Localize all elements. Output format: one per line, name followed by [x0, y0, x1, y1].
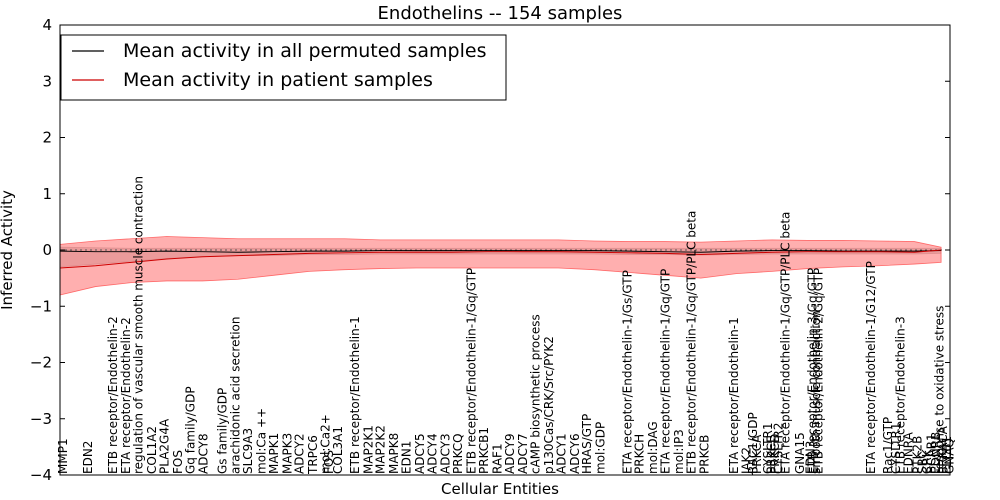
entity-label: EDN1 — [400, 441, 414, 474]
entity-label: FOS — [322, 450, 336, 474]
entity-label: mol:Ca2+ — [319, 414, 333, 474]
y-tick-label: −4 — [30, 466, 52, 484]
entity-label: MAP2K2 — [374, 425, 388, 474]
entity-label: SLC9A3 — [241, 428, 255, 474]
y-tick-label: 0 — [42, 241, 52, 259]
entity-label: SRC — [916, 450, 930, 474]
legend: Mean activity in all permuted samples Mea… — [60, 34, 507, 101]
entity-label: ETA receptor/Endothelin-1/G12/GTP — [864, 261, 878, 474]
x-axis-title: Cellular Entities — [441, 480, 559, 498]
entity-label: Gq family/GDP — [183, 386, 197, 474]
entity-label: MAPK3 — [280, 433, 294, 474]
entity-label: RAF1 — [490, 443, 504, 474]
entity-label: mol:DAG — [646, 421, 660, 474]
entity-label: BCAR1 — [925, 433, 939, 474]
y-tick-label: −3 — [30, 410, 52, 428]
entity-label: cAMP biosynthetic process — [529, 314, 543, 474]
entity-label: PRKCA — [750, 434, 764, 474]
entity-label: GNAQ — [942, 438, 956, 474]
y-tick-label: 2 — [42, 129, 52, 147]
y-axis-title: Inferred Activity — [0, 190, 16, 310]
y-tick-label: 4 — [42, 16, 52, 34]
entity-label: ADCY6 — [568, 433, 582, 474]
entity-label: CYSLTR1 — [889, 423, 903, 474]
y-tick-label: −1 — [30, 297, 52, 315]
entity-label: response to oxidative stress — [933, 306, 947, 474]
axis-ticks: −4 −3 −2 −1 0 1 2 3 4 — [30, 16, 950, 484]
entity-label: MAPK8 — [387, 433, 401, 474]
entity-label: ETB receptor/Endothelin-1 — [348, 316, 362, 474]
entity-label: PLA2G4A — [157, 418, 171, 474]
y-tick-label: −2 — [30, 354, 52, 372]
entity-label: ETA receptor/Endothelin-1/Gq/GTP/PLC bet… — [779, 212, 793, 474]
entity-label: arachidonic acid secretion — [229, 317, 243, 474]
entity-label: ADCY8 — [197, 433, 211, 474]
plot-area — [59, 24, 951, 476]
entity-label: mol:IP3 — [672, 429, 686, 474]
entity-label: ADCY3 — [439, 433, 453, 474]
entity-label: CYSLTR1 — [761, 423, 775, 474]
entity-label: p130Cas/CRK/Src/PYK2 — [542, 336, 556, 474]
entity-label: ETB receptor/Endothelin-1/Gq/GTP — [465, 268, 479, 474]
entity-label: ETA receptor/Endothelin-1/Gs/GTP — [620, 270, 634, 474]
entity-label: regulation of vascular smooth muscle con… — [132, 176, 146, 474]
entity-label: ADCY7 — [516, 433, 530, 474]
line-series-2 — [59, 249, 942, 269]
legend-box — [60, 34, 507, 101]
entity-labels: MMP1 EDN2 ETB receptor/Endothelin-2 ETA rec… — [56, 176, 956, 475]
legend-label: Mean activity in patient samples — [123, 69, 433, 91]
entity-label: ADCY5 — [413, 433, 427, 474]
entity-label: ADCY2 — [293, 433, 307, 474]
entity-label: COL3A1 — [331, 426, 345, 474]
entity-label: EDNRB — [929, 432, 943, 474]
entity-label: PTK2B — [910, 436, 924, 474]
entity-label: smooth muscle contraction — [809, 310, 823, 474]
entity-label: MAP2K1 — [361, 425, 375, 474]
entity-label: mol:GDP — [594, 422, 608, 474]
chart-title: Endothelins -- 154 samples — [378, 3, 623, 24]
entity-label: CYSLTR2 — [772, 423, 786, 474]
line-series-1 — [59, 250, 942, 253]
entity-label: ETA receptor/Endothelin-1 — [727, 317, 741, 474]
entity-label: PRKACA — [936, 425, 950, 474]
entity-label: COL1A2 — [145, 426, 159, 474]
entity-label: ETA receptor/Endothelin-1/Gq/GTP — [659, 269, 673, 474]
entity-label: PRKCQ — [451, 433, 465, 474]
entity-label: GNA15 — [793, 432, 807, 474]
y-tick-label: 3 — [42, 72, 52, 90]
entity-label: EDN3 — [804, 441, 818, 474]
entity-label: ADCY1 — [554, 433, 568, 474]
entity-label: JAK2 — [740, 447, 754, 475]
entity-label: EDNRA — [902, 431, 916, 474]
entity-label: mol:Ca ++ — [254, 408, 268, 474]
entity-label: TRPC6 — [306, 435, 320, 475]
series-lines — [59, 249, 942, 269]
entity-label: MMP1 — [56, 438, 70, 474]
entity-label: ETB receptor/Endothelin-2/Gq/GTP — [812, 268, 826, 474]
entity-label: Rac1/GTP — [881, 417, 895, 474]
entity-label: RAC1/GDP — [746, 412, 760, 474]
entity-label: ETA receptor/Endothelin-2 — [119, 317, 133, 474]
entity-label: FOS — [171, 450, 185, 474]
entity-label: PRKCD — [768, 434, 782, 474]
entity-label: ETB receptor/Endothelin-1/Gq/GTP/PLC bet… — [684, 211, 698, 474]
entity-label: ETB receptor/Endothelin-3 — [893, 316, 907, 474]
entity-label: EDN2 — [81, 441, 95, 474]
entity-label: ADCY4 — [425, 433, 439, 474]
legend-label: Mean activity in all permuted samples — [123, 40, 486, 62]
y-tick-label: 1 — [42, 185, 52, 203]
entity-label: ETB receptor/Endothelin-3/Gq/GTP — [805, 268, 819, 474]
entity-label: PRKCB — [698, 435, 712, 474]
entity-label: ADCY9 — [503, 433, 517, 474]
entity-label: ETB receptor/Endothelin-2 — [106, 316, 120, 474]
entity-label: MAPK1 — [267, 433, 281, 474]
entity-label: PRKCB1 — [477, 427, 491, 474]
entity-label: HRAS/GTP — [580, 414, 594, 474]
entity-label: PRKCE — [764, 435, 778, 474]
entity-label: Gs family/GDP — [215, 388, 229, 474]
entity-label: PRKCH — [633, 434, 647, 474]
entity-label: CRK — [920, 448, 934, 474]
